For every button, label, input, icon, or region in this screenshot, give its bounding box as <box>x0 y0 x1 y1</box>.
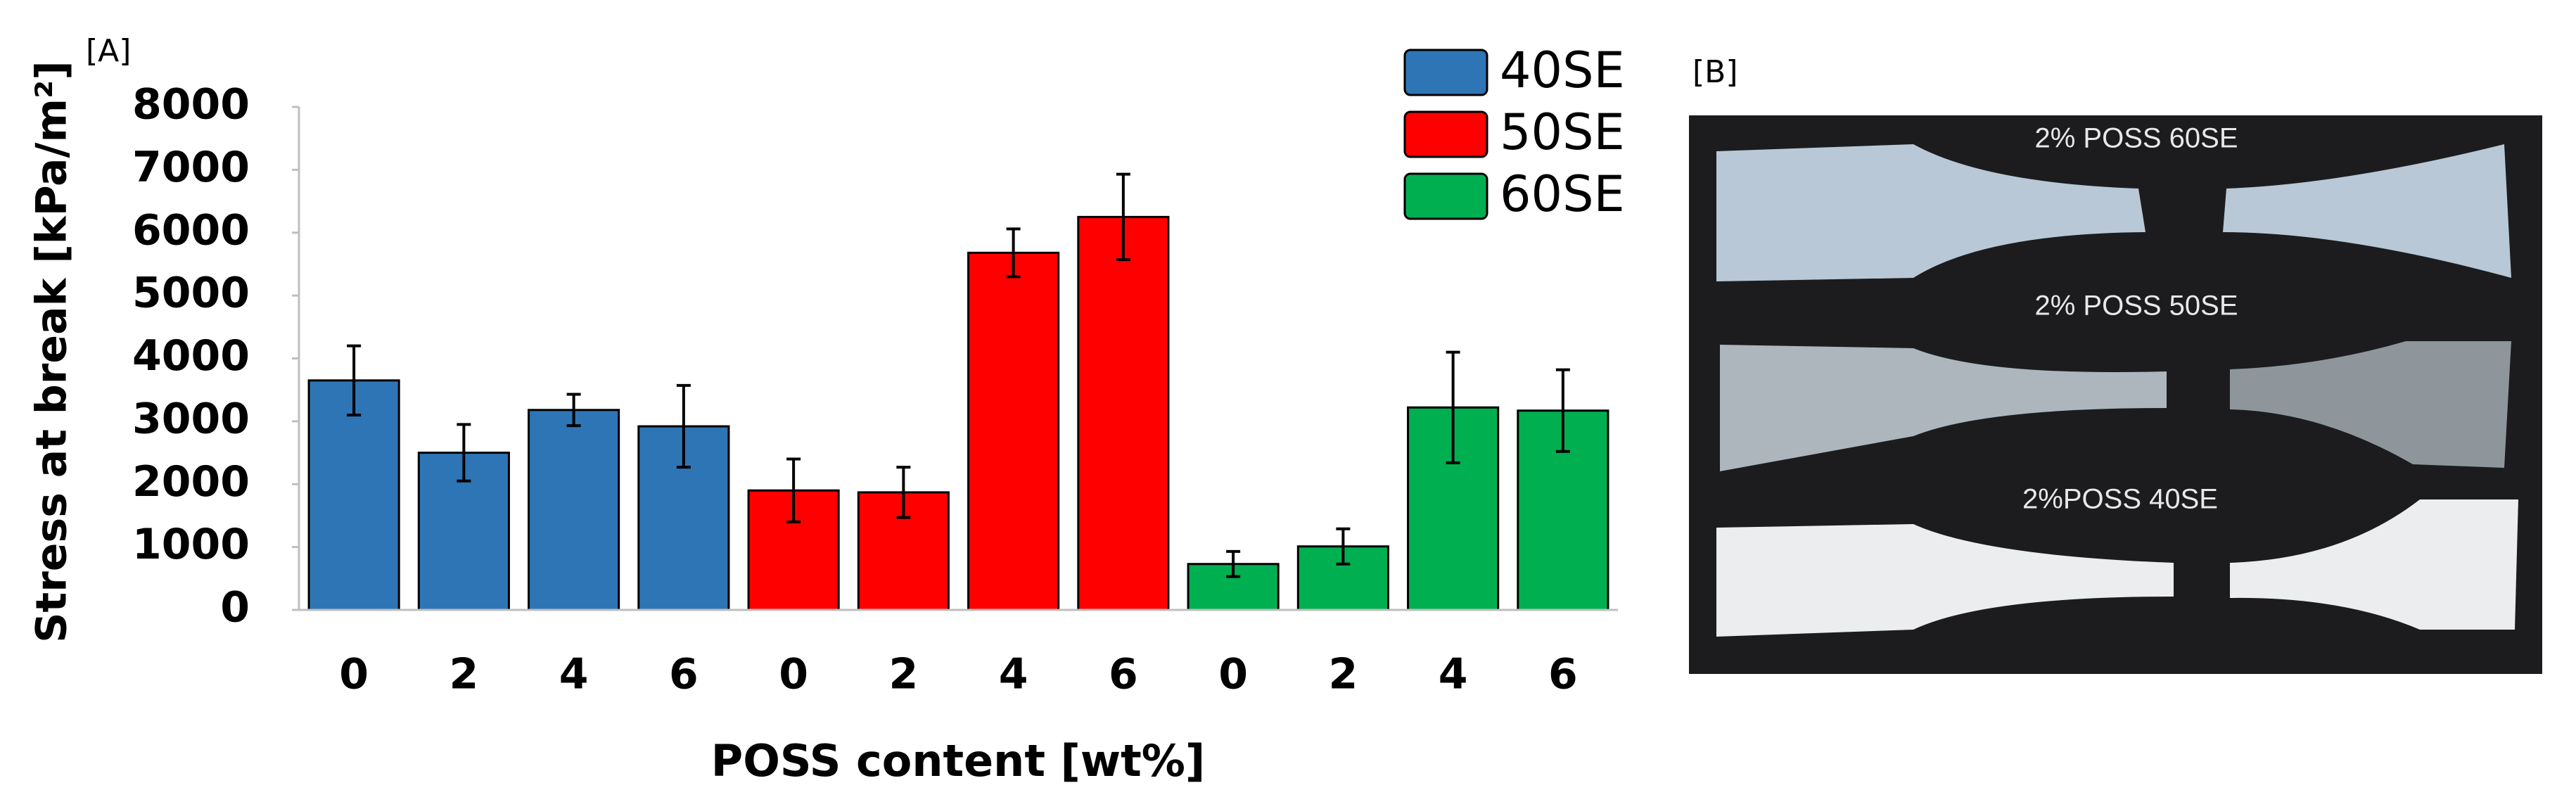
bar <box>1077 215 1170 611</box>
error-bar <box>1336 527 1351 566</box>
specimen <box>2230 341 2511 468</box>
bar <box>967 251 1060 611</box>
error-bar <box>1226 549 1241 578</box>
specimen <box>1716 524 2174 637</box>
photo-label: 2% POSS 50SE <box>2034 291 2238 321</box>
x-tick-label: 4 <box>999 650 1028 699</box>
photo-label: 2% POSS 60SE <box>2034 123 2238 154</box>
x-axis-title: POSS content [wt%] <box>711 735 1206 786</box>
error-bar <box>566 393 581 428</box>
y-tick-label: 1000 <box>132 520 250 569</box>
y-tick-label: 7000 <box>132 143 250 192</box>
y-tick-label: 8000 <box>132 80 250 129</box>
y-tick-label: 0 <box>220 583 250 632</box>
legend-swatch <box>1403 172 1488 220</box>
x-tick-label: 2 <box>1329 650 1358 699</box>
error-bar <box>786 457 801 523</box>
panel-label: [B] <box>1692 54 1738 90</box>
x-tick-label: 4 <box>559 650 589 699</box>
legend-label: 40SE <box>1500 42 1625 99</box>
y-axis-title: Stress at break [kPa/m²] <box>27 60 77 642</box>
y-tick-label: 2000 <box>132 457 250 507</box>
error-bar <box>896 466 911 519</box>
legend-swatch <box>1403 110 1488 158</box>
x-tick-label: 0 <box>779 650 808 699</box>
error-bar <box>347 344 362 416</box>
x-tick-label: 6 <box>1109 650 1138 699</box>
y-tick-label: 4000 <box>132 331 250 381</box>
x-tick-label: 0 <box>339 650 369 699</box>
x-tick-label: 0 <box>1218 650 1248 699</box>
specimen <box>2223 144 2511 278</box>
specimen <box>2230 499 2518 630</box>
error-bar <box>1006 227 1021 279</box>
y-tick-label: 3000 <box>132 394 250 443</box>
legend-label: 50SE <box>1500 103 1625 161</box>
specimen <box>1720 345 2167 471</box>
y-tick-label: 5000 <box>132 269 250 318</box>
bar <box>307 379 400 611</box>
error-bar <box>1446 350 1460 464</box>
error-bar <box>1116 172 1130 262</box>
specimen <box>1716 144 2145 281</box>
error-bar <box>457 423 471 483</box>
x-tick-label: 2 <box>889 650 919 699</box>
error-bar <box>676 383 691 469</box>
y-tick-label: 6000 <box>132 205 250 255</box>
bar <box>528 409 620 611</box>
panel-label: [A] <box>86 33 131 69</box>
x-tick-label: 4 <box>1439 650 1468 699</box>
x-tick-label: 2 <box>449 650 479 699</box>
photo-panel: [B] 2% POSS 60SE 2% POSS 50SE 2%POSS 40S… <box>1689 54 2542 674</box>
error-bar <box>1555 368 1570 453</box>
x-tick-label: 6 <box>669 650 699 699</box>
legend-label: 60SE <box>1500 165 1625 223</box>
legend-swatch <box>1403 49 1488 96</box>
photo-label: 2%POSS 40SE <box>2022 484 2218 515</box>
x-tick-label: 6 <box>1548 650 1578 699</box>
